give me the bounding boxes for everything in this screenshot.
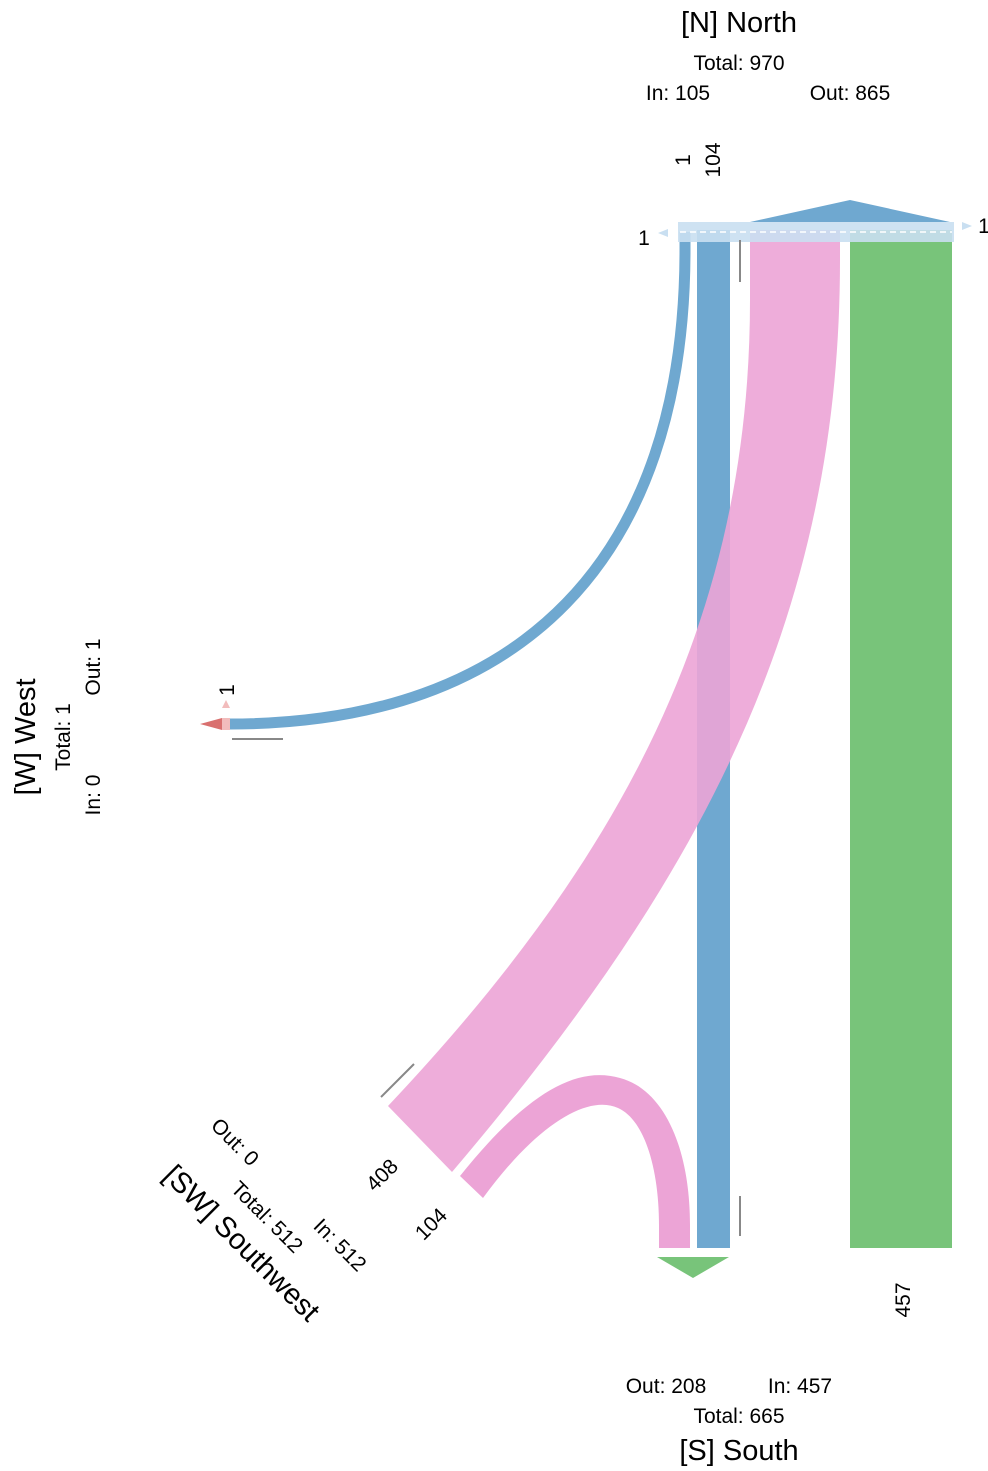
flow-north-to-southwest — [388, 230, 840, 1172]
north-in-label-104: 104 — [702, 142, 725, 177]
flow-north-to-south — [850, 230, 952, 1248]
southwest-flow-label-408: 408 — [362, 1155, 403, 1196]
south-total: Total: 665 — [693, 1405, 784, 1428]
west-in: In: 0 — [82, 775, 105, 816]
north-out: Out: 865 — [810, 82, 891, 105]
north-in: In: 105 — [646, 82, 710, 105]
flow-north-to-west — [229, 232, 691, 730]
southwest-tick — [380, 1063, 415, 1098]
south-out: Out: 208 — [626, 1375, 707, 1398]
west-title: [W] West — [10, 678, 42, 795]
southwest-flow-label-104: 104 — [411, 1204, 452, 1245]
north-out-arrow — [750, 200, 950, 222]
north-side-left-label: 1 — [638, 227, 650, 250]
southwest-in: In: 512 — [309, 1215, 371, 1277]
flow-south-to-southwest — [460, 1075, 690, 1248]
west-node-bar — [222, 718, 230, 730]
west-out-arrow — [200, 718, 222, 730]
west-flow-label-1: 1 — [216, 684, 239, 696]
north-right-arrow — [962, 222, 972, 230]
southwest-out: Out: 0 — [206, 1114, 263, 1171]
west-out: Out: 1 — [82, 638, 105, 695]
south-title: [S] South — [679, 1435, 798, 1467]
north-side-right-label: 1 — [978, 215, 988, 238]
north-left-arrow — [658, 229, 668, 237]
south-in: In: 457 — [768, 1375, 832, 1398]
north-total: Total: 970 — [693, 52, 784, 75]
south-out-arrow — [657, 1257, 729, 1278]
south-flow-label-457: 457 — [892, 1282, 915, 1317]
north-title: [N] North — [681, 7, 797, 39]
north-in-label-1: 1 — [672, 154, 695, 166]
west-total: Total: 1 — [52, 703, 75, 771]
west-in-arrow — [222, 700, 230, 708]
